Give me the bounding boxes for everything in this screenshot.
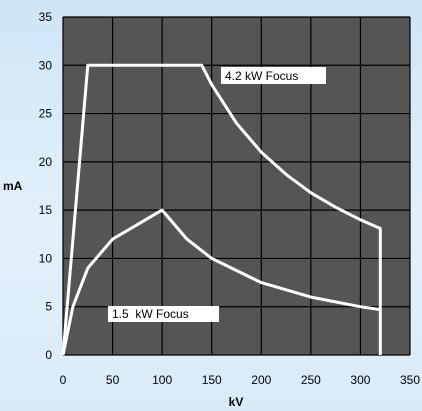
series-layer [61, 63, 382, 356]
x-tick-label: 300 [350, 373, 370, 387]
callout-1-5kw-box [108, 306, 219, 322]
x-tick-label: 150 [202, 373, 222, 387]
x-tick-label: 350 [400, 373, 420, 387]
y-tick-label: 0 [45, 348, 52, 362]
y-tick-label: 35 [39, 10, 53, 24]
callout-4-2kw: 4.2 kW Focus [221, 67, 326, 84]
x-tick-label: 50 [106, 373, 120, 387]
series-line-4-2kw [61, 63, 382, 356]
y-axis-title: mA [3, 179, 23, 193]
callout-4-2kw-box [221, 67, 326, 84]
x-tick-label: 0 [60, 373, 67, 387]
y-tick-label: 20 [39, 155, 53, 169]
y-axis: 0 5 10 15 20 25 30 35 [39, 10, 53, 362]
y-tick-label: 25 [39, 107, 53, 121]
series-line-1-5kw [61, 208, 381, 356]
grid [62, 16, 411, 356]
y-tick-label: 5 [45, 300, 52, 314]
y-tick-label: 10 [39, 251, 53, 265]
y-tick-label: 30 [39, 58, 53, 72]
x-tick-label: 250 [301, 373, 321, 387]
x-axis: 0 50 100 150 200 250 300 350 [60, 373, 421, 387]
x-axis-title: kV [229, 395, 244, 409]
x-tick-label: 100 [152, 373, 172, 387]
y-tick-label: 15 [39, 203, 53, 217]
callout-1-5kw: 1.5 kW Focus [108, 306, 219, 322]
callout-1-5kw-label: 1.5 kW Focus [112, 307, 189, 321]
callout-4-2kw-label: 4.2 kW Focus [225, 69, 298, 83]
x-tick-label: 200 [251, 373, 271, 387]
